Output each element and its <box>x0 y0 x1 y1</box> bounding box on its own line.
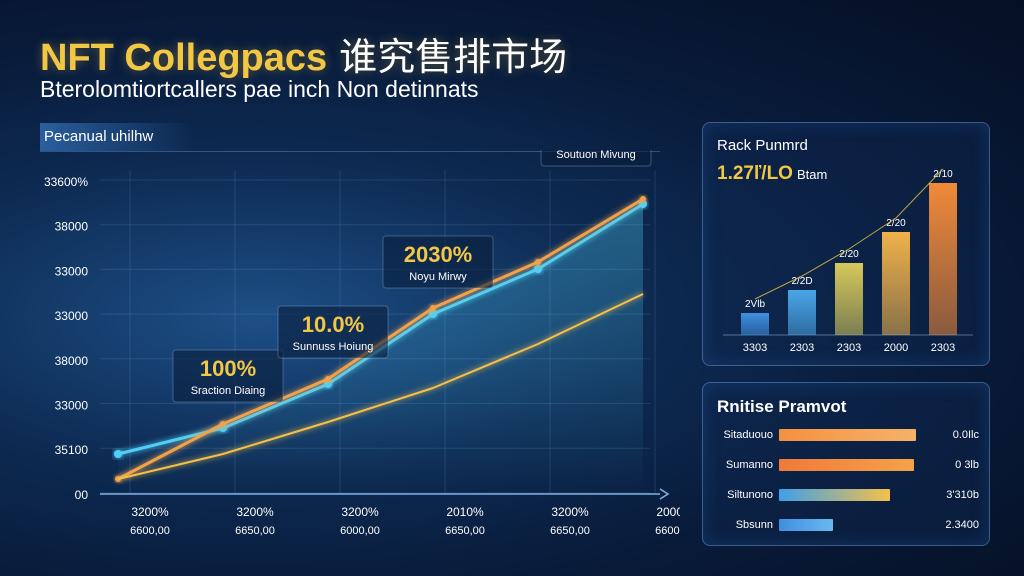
vertical-bar-chart: 2Vlb 3303 2/2D 2303 2/20 2303 2/20 2000 2/10 2303 <box>723 168 973 354</box>
series-point <box>325 376 331 382</box>
annotation-sublabel: Sunnuss Hoiung <box>293 341 374 353</box>
x-tick-sublabel: 6650,00 <box>445 525 485 537</box>
x-tick-sublabel: 6650,00 <box>235 525 275 537</box>
x-tick-sublabel: 6650,00 <box>550 525 590 537</box>
hbar-value: 0.0Ilc <box>952 429 979 441</box>
hbar-track <box>779 519 929 531</box>
bar-data-label: 2/20 <box>886 218 906 229</box>
bar-data-label: 2/2D <box>791 276 812 287</box>
x-tick-label: 3200% <box>236 505 274 519</box>
y-tick-label: 35100 <box>55 443 89 457</box>
bar-panel-headline: 1.27ľ/LO Btam <box>717 163 827 185</box>
hbar-chart-panel: Rnitise Pramvot Sitaduouo 0.0Ilc Sumanno 0 … <box>702 382 990 546</box>
hbar-row: Sumanno 0 3lb <box>703 455 989 475</box>
series-point <box>639 200 647 208</box>
hbar-fill <box>779 519 833 531</box>
bar-data-label: 2Vlb <box>745 299 765 310</box>
annotation-frame <box>382 235 494 289</box>
series-point <box>640 196 646 202</box>
y-tick-label: 33000 <box>55 309 89 323</box>
main-line-chart: 33600% 38000 33000 33000 38000 33000 35100 00 32… <box>44 150 680 537</box>
bar-category-label: 2303 <box>837 342 861 354</box>
main-chart-rule <box>40 151 660 152</box>
annotation-value: 2030% <box>404 242 473 267</box>
annotation-frame <box>277 305 389 359</box>
x-tick-sublabel: 6600,00 <box>655 525 680 537</box>
series-point <box>534 265 542 273</box>
x-tick-label: 2010% <box>446 505 484 519</box>
annotation-box: 1.30%Soutuon Mivung <box>540 150 652 167</box>
bar <box>835 263 863 335</box>
hbar-panel-title: Rnitise Pramvot <box>717 397 847 416</box>
hbar-value: 2.3400 <box>945 519 979 531</box>
x-tick-label: 3200% <box>131 505 169 519</box>
hbar-row: Sitaduouo 0.0Ilc <box>703 425 989 445</box>
x-tick-label: 3200% <box>341 505 379 519</box>
bar-data-label: 2/20 <box>839 249 859 260</box>
hbar-row: Sbsunn 2.3400 <box>703 515 989 535</box>
annotation-sublabel: Sraction Diaing <box>191 385 266 397</box>
bar-chart-panel: 2Vlb 3303 2/2D 2303 2/20 2303 2/20 2000 2/10 2303… <box>702 122 990 366</box>
hbar-label: Siltunono <box>727 489 773 501</box>
hbar-value: 3'310b <box>946 489 979 501</box>
hbar-fill <box>779 429 916 441</box>
main-chart-label: Pecanual uhilhw <box>40 123 194 151</box>
annotation-frame <box>172 349 284 403</box>
hbar-value: 0 3lb <box>955 459 979 471</box>
annotation-sublabel: Soutuon Mivung <box>556 150 636 161</box>
hbar-label: Sbsunn <box>735 519 773 531</box>
title-chinese: 谁究售排市场 <box>339 35 568 79</box>
bar-category-label: 2000 <box>884 342 908 354</box>
bar-data-label: 2/10 <box>933 169 953 180</box>
headline-value: 1.27ľ/LO <box>717 163 793 184</box>
annotation-box: 10.0% Sunnuss Hoiung <box>277 305 389 359</box>
bar-category-label: 3303 <box>743 342 767 354</box>
hbar-label: Sitaduouo <box>723 429 773 441</box>
x-tick-sublabel: 6600,00 <box>130 525 170 537</box>
page-title: NFT Collegpacs 谁究售排市场 <box>40 26 567 81</box>
bar-trend-line <box>754 168 944 300</box>
series-point <box>324 380 332 388</box>
x-tick-sublabel: 6000,00 <box>340 525 380 537</box>
hbar-track <box>779 429 929 441</box>
series-line <box>117 293 644 480</box>
x-axis-arrow <box>659 488 670 500</box>
hbar-fill <box>779 459 914 471</box>
y-tick-label: 38000 <box>55 220 89 234</box>
y-tick-label: 00 <box>75 488 89 502</box>
y-tick-label: 33000 <box>55 399 89 413</box>
annotation-value: 100% <box>200 356 256 381</box>
series-point <box>535 259 541 265</box>
headline-unit: Btam <box>796 167 828 182</box>
hbar-track <box>779 459 929 471</box>
annotation-frame <box>540 150 652 167</box>
bar-panel-title: Rack Punmrd <box>717 137 808 154</box>
hbar-label: Sumanno <box>725 459 773 471</box>
title-latin: NFT Collegpacs <box>40 37 328 79</box>
annotation-sublabel: Noyu Mirwy <box>409 271 467 283</box>
page-subtitle: Bterolomtiortcallers pae inch Non detinn… <box>40 76 479 102</box>
y-tick-label: 38000 <box>55 354 89 368</box>
bar-category-label: 2303 <box>931 342 955 354</box>
annotation-box: 100% Sraction Diaing <box>172 349 284 403</box>
annotation-value: 10.0% <box>302 312 364 337</box>
bar-category-label: 2303 <box>790 342 814 354</box>
annotation-box: 2030% Noyu Mirwy <box>382 235 494 289</box>
y-tick-label: 33600% <box>44 175 88 189</box>
bar <box>929 183 957 335</box>
series-point <box>429 310 437 318</box>
bar <box>882 232 910 335</box>
x-tick-label: 2000% <box>656 505 680 519</box>
series-point <box>220 421 226 427</box>
y-tick-label: 33000 <box>55 264 89 278</box>
x-tick-label: 3200% <box>551 505 589 519</box>
bar <box>788 290 816 335</box>
bar <box>741 313 769 335</box>
hbar-row: Siltunono 3'310b <box>703 485 989 505</box>
hbar-fill <box>779 489 890 501</box>
hbar-track <box>779 489 929 501</box>
series-point <box>430 305 436 311</box>
series-point <box>114 450 122 458</box>
